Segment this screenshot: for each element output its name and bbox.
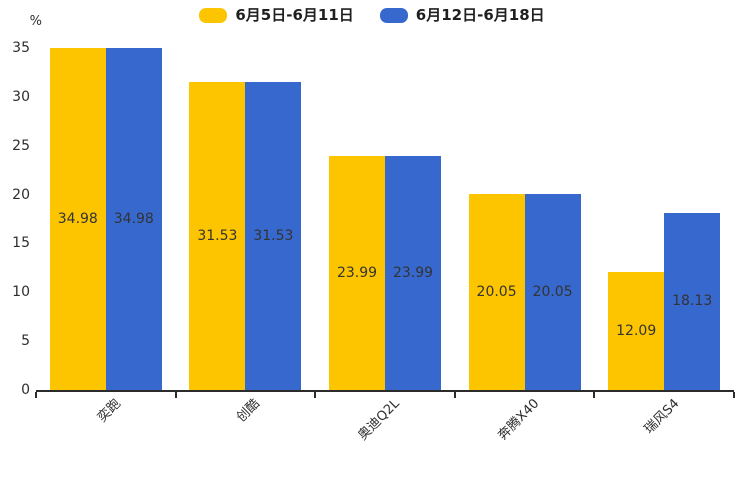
y-axis-tick-label: 0 [21,382,30,398]
legend-label: 6月5日-6月11日 [235,6,354,24]
x-axis-line [36,390,734,392]
x-axis-category-label: 瑞风S4 [641,396,683,437]
x-axis-category-label: 奥迪Q2L [355,396,403,444]
y-axis-tick-label: 10 [12,284,30,301]
bar-c0-s1[interactable]: 34.98 [105,48,162,390]
bar-value-label: 23.99 [336,264,378,281]
bar-value-label: 31.53 [253,227,294,244]
bar-value-label: 31.53 [197,227,238,244]
bar-value-label: 34.98 [113,211,154,228]
y-axis-unit-label: % [29,14,42,29]
bar-c2-s1[interactable]: 23.99 [385,155,441,390]
bar-c1-s1[interactable]: 31.53 [245,81,302,390]
y-axis-tick-label: 15 [12,235,30,252]
bar-c1-s0[interactable]: 31.53 [189,81,246,390]
y-axis-tick-label: 25 [12,137,30,154]
bar-value-label: 20.05 [476,284,517,301]
y-axis-tick-label: 30 [12,88,30,105]
bar-c3-s1[interactable]: 20.05 [524,194,581,390]
y-axis-tick-label: 5 [21,333,30,350]
bar-value-label: 12.09 [616,322,657,339]
bar-value-label: 18.13 [672,293,713,310]
bar-c4-s1[interactable]: 18.13 [664,212,721,390]
legend: 6月5日-6月11日 6月12日-6月18日 [0,8,744,23]
legend-swatch-icon [379,8,408,23]
legend-swatch-icon [199,8,228,23]
y-axis-tick-label: 35 [12,40,30,56]
x-axis-tick [35,392,37,398]
y-axis-tick-label: 20 [12,186,30,203]
x-axis-tick [593,392,596,398]
bar-c4-s0[interactable]: 12.09 [608,271,665,390]
x-axis-tick [733,392,735,398]
bar-value-label: 20.05 [532,284,573,301]
bar-value-label: 34.98 [57,211,98,228]
legend-item-series-0[interactable]: 6月5日-6月11日 [199,6,354,24]
bar-c3-s0[interactable]: 20.05 [468,194,525,390]
x-axis-tick [453,392,456,398]
x-axis-category-label: 奔腾X40 [495,396,543,444]
bar-value-label: 23.99 [392,264,434,281]
legend-label: 6月12日-6月18日 [415,6,545,24]
bar-c2-s0[interactable]: 23.99 [329,155,385,390]
x-axis-category-label: 创酷 [234,396,264,426]
x-axis-tick [174,392,177,398]
x-axis-category-label: 奕跑 [94,396,124,426]
x-axis-tick [314,392,317,398]
legend-item-series-1[interactable]: 6月12日-6月18日 [379,6,545,24]
bar-c0-s0[interactable]: 34.98 [49,48,106,390]
